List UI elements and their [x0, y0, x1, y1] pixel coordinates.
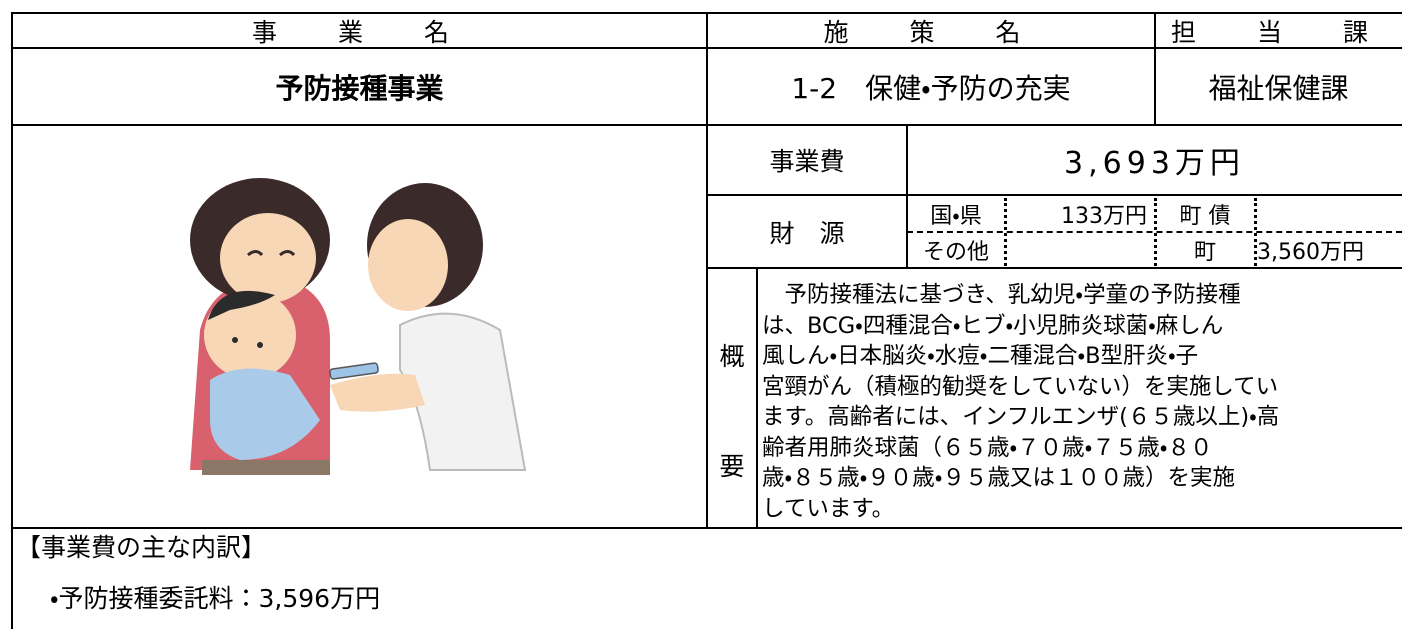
funding-item-label: 町 債: [1179, 204, 1231, 229]
summary-label: 要: [719, 452, 745, 481]
funding-item-value: 133万円: [1061, 204, 1147, 229]
header-cell: 担 当 課: [1170, 17, 1386, 47]
project-name: 予防接種事業: [275, 71, 444, 105]
dashed-border: [1254, 198, 1257, 266]
department: 福祉保健課: [1208, 71, 1349, 105]
summary-line: 予防接種法に基づき、乳幼児・学童の予防接種: [762, 282, 1241, 308]
cost-label: 事業費: [769, 147, 845, 176]
summary-line: 風しん・日本脳炎・水痘・二種混合・B型肝炎・子: [762, 343, 1199, 369]
breakdown-item: ・予防接種委託料：3,596万円: [50, 584, 381, 613]
border: [1154, 12, 1156, 125]
funding-item-label: その他: [922, 240, 989, 265]
summary-line: 歳・８５歳・９０歳・９５歳又は１００歳）を実施: [762, 465, 1235, 491]
header-cell: 事 業 名: [251, 17, 467, 47]
summary-line: ます。高齢者には、インフルエンザ(６５歳以上)・高: [762, 404, 1280, 430]
nurse: [329, 183, 527, 471]
vaccination-illustration: [190, 178, 527, 475]
border: [707, 194, 1402, 196]
dashed-border: [1154, 198, 1157, 266]
summary-line: 齢者用肺炎球菌（６５歳・７０歳・７５歳・８０: [762, 434, 1213, 461]
border: [906, 125, 908, 268]
policy-name: 1-2 保健・予防の充実: [791, 71, 1071, 105]
summary-label: 概: [719, 342, 745, 371]
summary-line: しています。: [762, 495, 895, 522]
funding-item-label: 町: [1193, 240, 1216, 265]
child: [204, 290, 320, 460]
funding-label: 財 源: [769, 218, 845, 248]
funding-item-label: 国・県: [930, 204, 982, 229]
breakdown-list: ・予防接種委託料：3,596万円: [50, 582, 380, 616]
border: [756, 268, 758, 528]
dashed-border: [1004, 198, 1007, 266]
header-cell: 施 策 名: [823, 17, 1039, 47]
border: [707, 267, 1402, 269]
cost-value: 3,693万円: [1064, 146, 1245, 181]
summary-text: 予防接種法に基づき、乳幼児・学童の予防接種 は、BCG・四種混合・ヒブ・小児肺炎球…: [762, 280, 1402, 524]
breakdown-title: 【事業費の主な内訳】: [16, 533, 267, 562]
summary-line: は、BCG・四種混合・ヒブ・小児肺炎球菌・麻しん: [762, 312, 1224, 339]
funding-item-value: 3,560万円: [1257, 240, 1364, 265]
summary-line: 宮頸がん（積極的勧奨をしていない）を実施してい: [762, 373, 1279, 400]
border: [706, 12, 708, 529]
border: [11, 12, 13, 629]
